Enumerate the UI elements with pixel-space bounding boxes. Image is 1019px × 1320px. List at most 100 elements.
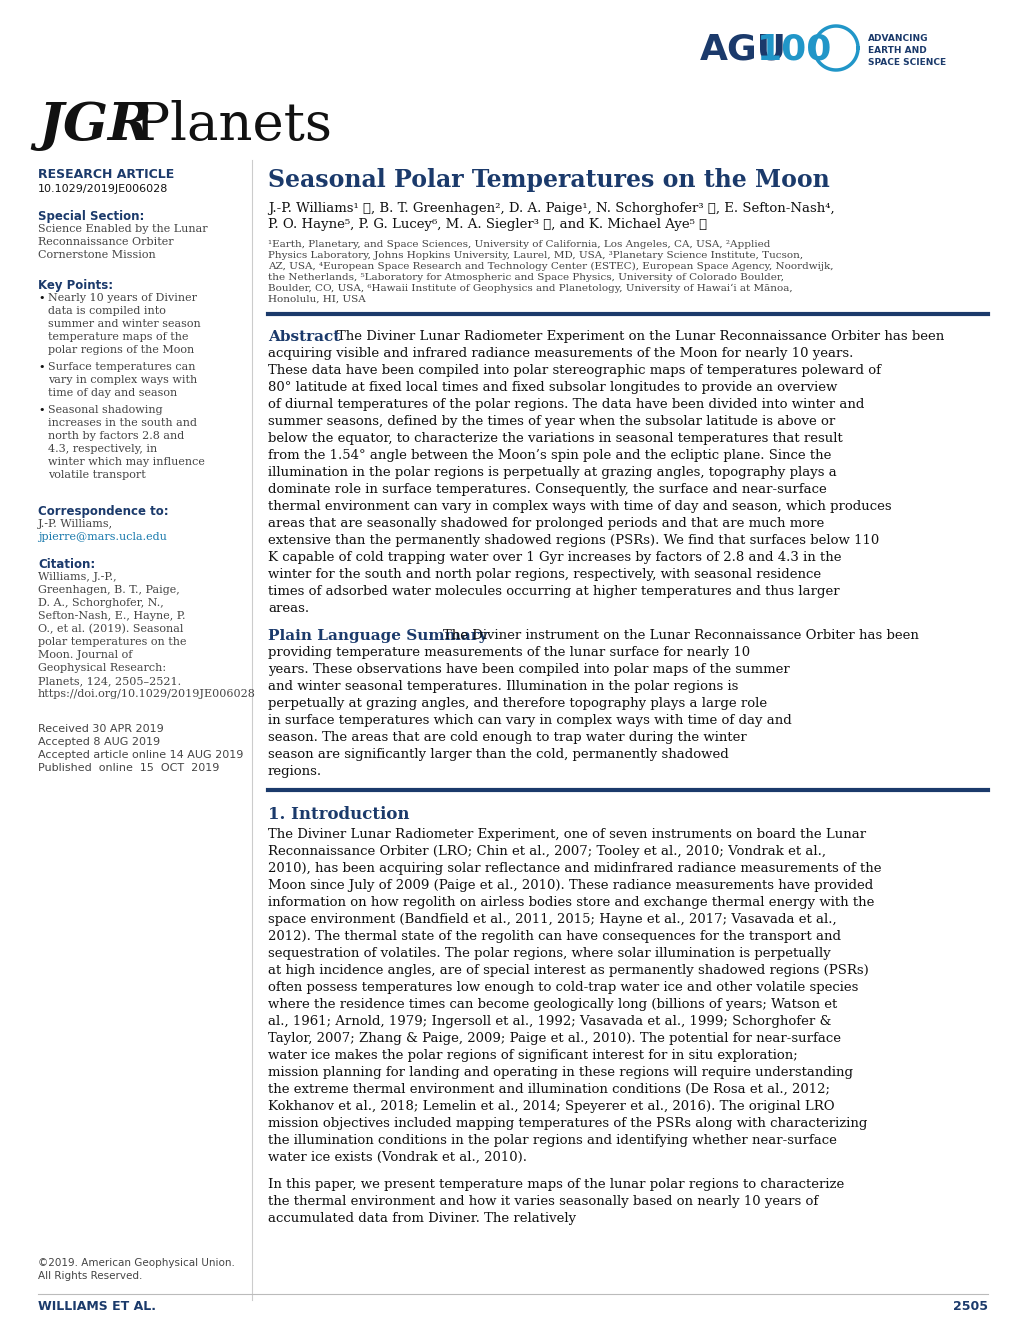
- Text: Boulder, CO, USA, ⁶Hawaii Institute of Geophysics and Planetology, University of: Boulder, CO, USA, ⁶Hawaii Institute of G…: [268, 284, 792, 293]
- Text: Correspondence to:: Correspondence to:: [38, 506, 168, 517]
- Text: https://doi.org/10.1029/2019JE006028: https://doi.org/10.1029/2019JE006028: [38, 689, 256, 700]
- Text: Reconnaissance Orbiter: Reconnaissance Orbiter: [38, 238, 173, 247]
- Text: ¹Earth, Planetary, and Space Sciences, University of California, Los Angeles, CA: ¹Earth, Planetary, and Space Sciences, U…: [268, 240, 769, 249]
- Text: Honolulu, HI, USA: Honolulu, HI, USA: [268, 294, 366, 304]
- Text: Accepted article online 14 AUG 2019: Accepted article online 14 AUG 2019: [38, 750, 244, 760]
- Text: information on how regolith on airless bodies store and exchange thermal energy : information on how regolith on airless b…: [268, 896, 873, 909]
- Text: winter which may influence: winter which may influence: [48, 457, 205, 467]
- Text: season. The areas that are cold enough to trap water during the winter: season. The areas that are cold enough t…: [268, 731, 746, 744]
- Text: 10.1029/2019JE006028: 10.1029/2019JE006028: [38, 183, 168, 194]
- Text: All Rights Reserved.: All Rights Reserved.: [38, 1271, 143, 1280]
- Text: polar regions of the Moon: polar regions of the Moon: [48, 345, 194, 355]
- Text: The Diviner Lunar Radiometer Experiment on the Lunar Reconnaissance Orbiter has : The Diviner Lunar Radiometer Experiment …: [336, 330, 944, 343]
- Text: Seasonal Polar Temperatures on the Moon: Seasonal Polar Temperatures on the Moon: [268, 168, 828, 191]
- Text: season are significantly larger than the cold, permanently shadowed: season are significantly larger than the…: [268, 748, 728, 762]
- Text: ©2019. American Geophysical Union.: ©2019. American Geophysical Union.: [38, 1258, 234, 1269]
- Text: The Diviner Lunar Radiometer Experiment, one of seven instruments on board the L: The Diviner Lunar Radiometer Experiment,…: [268, 828, 865, 841]
- Text: of diurnal temperatures of the polar regions. The data have been divided into wi: of diurnal temperatures of the polar reg…: [268, 399, 863, 411]
- Text: Planets: Planets: [118, 100, 331, 150]
- Text: accumulated data from Diviner. The relatively: accumulated data from Diviner. The relat…: [268, 1212, 576, 1225]
- Text: jpierre@mars.ucla.edu: jpierre@mars.ucla.edu: [38, 532, 167, 543]
- Text: north by factors 2.8 and: north by factors 2.8 and: [48, 432, 184, 441]
- Text: 1. Introduction: 1. Introduction: [268, 807, 409, 822]
- Text: the thermal environment and how it varies seasonally based on nearly 10 years of: the thermal environment and how it varie…: [268, 1195, 817, 1208]
- Text: Plain Language Summary: Plain Language Summary: [268, 630, 487, 643]
- Text: time of day and season: time of day and season: [48, 388, 177, 399]
- Text: JGR: JGR: [38, 100, 152, 150]
- Text: 4.3, respectively, in: 4.3, respectively, in: [48, 444, 157, 454]
- Text: Kokhanov et al., 2018; Lemelin et al., 2014; Speyerer et al., 2016). The origina: Kokhanov et al., 2018; Lemelin et al., 2…: [268, 1100, 834, 1113]
- Text: Reconnaissance Orbiter (LRO; Chin et al., 2007; Tooley et al., 2010; Vondrak et : Reconnaissance Orbiter (LRO; Chin et al.…: [268, 845, 825, 858]
- Text: illumination in the polar regions is perpetually at grazing angles, topography p: illumination in the polar regions is per…: [268, 466, 836, 479]
- Text: vary in complex ways with: vary in complex ways with: [48, 375, 197, 385]
- Text: Moon since July of 2009 (Paige et al., 2010). These radiance measurements have p: Moon since July of 2009 (Paige et al., 2…: [268, 879, 872, 892]
- Text: data is compiled into: data is compiled into: [48, 306, 166, 315]
- Text: sequestration of volatiles. The polar regions, where solar illumination is perpe: sequestration of volatiles. The polar re…: [268, 946, 829, 960]
- Text: Seasonal shadowing: Seasonal shadowing: [48, 405, 162, 414]
- Text: from the 1.54° angle between the Moon’s spin pole and the ecliptic plane. Since : from the 1.54° angle between the Moon’s …: [268, 449, 830, 462]
- Text: Abstract: Abstract: [268, 330, 340, 345]
- Text: mission objectives included mapping temperatures of the PSRs along with characte: mission objectives included mapping temp…: [268, 1117, 866, 1130]
- Text: regions.: regions.: [268, 766, 322, 777]
- Text: Physics Laboratory, Johns Hopkins University, Laurel, MD, USA, ³Planetary Scienc: Physics Laboratory, Johns Hopkins Univer…: [268, 251, 802, 260]
- Text: Special Section:: Special Section:: [38, 210, 145, 223]
- Text: K capable of cold trapping water over 1 Gyr increases by factors of 2.8 and 4.3 : K capable of cold trapping water over 1 …: [268, 550, 841, 564]
- Text: O., et al. (2019). Seasonal: O., et al. (2019). Seasonal: [38, 624, 183, 635]
- Text: 2012). The thermal state of the regolith can have consequences for the transport: 2012). The thermal state of the regolith…: [268, 931, 841, 942]
- Text: Taylor, 2007; Zhang & Paige, 2009; Paige et al., 2010). The potential for near-s: Taylor, 2007; Zhang & Paige, 2009; Paige…: [268, 1032, 841, 1045]
- Text: Nearly 10 years of Diviner: Nearly 10 years of Diviner: [48, 293, 197, 304]
- Text: times of adsorbed water molecules occurring at higher temperatures and thus larg: times of adsorbed water molecules occurr…: [268, 585, 839, 598]
- Text: The Diviner instrument on the Lunar Reconnaissance Orbiter has been: The Diviner instrument on the Lunar Reco…: [442, 630, 918, 642]
- Text: the illumination conditions in the polar regions and identifying whether near-su: the illumination conditions in the polar…: [268, 1134, 836, 1147]
- Text: P. O. Hayne⁵, P. G. Lucey⁶, M. A. Siegler³ ⓘ, and K. Michael Aye⁵ ⓘ: P. O. Hayne⁵, P. G. Lucey⁶, M. A. Siegle…: [268, 218, 706, 231]
- Text: Accepted 8 AUG 2019: Accepted 8 AUG 2019: [38, 737, 160, 747]
- Text: where the residence times can become geologically long (billions of years; Watso: where the residence times can become geo…: [268, 998, 837, 1011]
- Text: Moon. Journal of: Moon. Journal of: [38, 649, 132, 660]
- Text: below the equator, to characterize the variations in seasonal temperatures that : below the equator, to characterize the v…: [268, 432, 842, 445]
- Text: volatile transport: volatile transport: [48, 470, 146, 480]
- Text: •: •: [38, 405, 45, 414]
- Text: Cornerstone Mission: Cornerstone Mission: [38, 249, 156, 260]
- Text: In this paper, we present temperature maps of the lunar polar regions to charact: In this paper, we present temperature ma…: [268, 1177, 844, 1191]
- Text: the extreme thermal environment and illumination conditions (De Rosa et al., 201: the extreme thermal environment and illu…: [268, 1082, 829, 1096]
- Text: years. These observations have been compiled into polar maps of the summer: years. These observations have been comp…: [268, 663, 789, 676]
- Text: water ice makes the polar regions of significant interest for in situ exploratio: water ice makes the polar regions of sig…: [268, 1049, 797, 1063]
- Text: polar temperatures on the: polar temperatures on the: [38, 638, 186, 647]
- Text: thermal environment can vary in complex ways with time of day and season, which : thermal environment can vary in complex …: [268, 500, 891, 513]
- Text: winter for the south and north polar regions, respectively, with seasonal reside: winter for the south and north polar reg…: [268, 568, 820, 581]
- Text: Received 30 APR 2019: Received 30 APR 2019: [38, 723, 164, 734]
- Text: Geophysical Research:: Geophysical Research:: [38, 663, 166, 673]
- Text: areas.: areas.: [268, 602, 309, 615]
- Text: D. A., Schorghofer, N.,: D. A., Schorghofer, N.,: [38, 598, 164, 609]
- Text: the Netherlands, ⁵Laboratory for Atmospheric and Space Physics, University of Co: the Netherlands, ⁵Laboratory for Atmosph…: [268, 273, 784, 282]
- Text: areas that are seasonally shadowed for prolonged periods and that are much more: areas that are seasonally shadowed for p…: [268, 517, 823, 531]
- Text: al., 1961; Arnold, 1979; Ingersoll et al., 1992; Vasavada et al., 1999; Schorgho: al., 1961; Arnold, 1979; Ingersoll et al…: [268, 1015, 830, 1028]
- Text: •: •: [38, 293, 45, 304]
- Text: extensive than the permanently shadowed regions (PSRs). We find that surfaces be: extensive than the permanently shadowed …: [268, 535, 878, 546]
- Text: temperature maps of the: temperature maps of the: [48, 333, 189, 342]
- Text: providing temperature measurements of the lunar surface for nearly 10: providing temperature measurements of th…: [268, 645, 749, 659]
- Text: These data have been compiled into polar stereographic maps of temperatures pole: These data have been compiled into polar…: [268, 364, 880, 378]
- Text: Sefton-Nash, E., Hayne, P.: Sefton-Nash, E., Hayne, P.: [38, 611, 185, 620]
- Text: in surface temperatures which can vary in complex ways with time of day and: in surface temperatures which can vary i…: [268, 714, 791, 727]
- Text: Williams, J.-P.,: Williams, J.-P.,: [38, 572, 116, 582]
- Text: Planets, 124, 2505–2521.: Planets, 124, 2505–2521.: [38, 676, 181, 686]
- Text: AZ, USA, ⁴European Space Research and Technology Center (ESTEC), European Space : AZ, USA, ⁴European Space Research and Te…: [268, 261, 833, 271]
- Text: and winter seasonal temperatures. Illumination in the polar regions is: and winter seasonal temperatures. Illumi…: [268, 680, 738, 693]
- Text: space environment (Bandfield et al., 2011, 2015; Hayne et al., 2017; Vasavada et: space environment (Bandfield et al., 201…: [268, 913, 836, 927]
- Text: dominate role in surface temperatures. Consequently, the surface and near-surfac: dominate role in surface temperatures. C…: [268, 483, 826, 496]
- Text: AGU: AGU: [699, 32, 787, 66]
- Text: ADVANCING
EARTH AND
SPACE SCIENCE: ADVANCING EARTH AND SPACE SCIENCE: [867, 34, 946, 66]
- Text: summer and winter season: summer and winter season: [48, 319, 201, 329]
- Text: Citation:: Citation:: [38, 558, 95, 572]
- Text: J.-P. Williams¹ ⓘ, B. T. Greenhagen², D. A. Paige¹, N. Schorghofer³ ⓘ, E. Sefton: J.-P. Williams¹ ⓘ, B. T. Greenhagen², D.…: [268, 202, 834, 215]
- Text: Published  online  15  OCT  2019: Published online 15 OCT 2019: [38, 763, 219, 774]
- Text: often possess temperatures low enough to cold-trap water ice and other volatile : often possess temperatures low enough to…: [268, 981, 858, 994]
- Text: 2010), has been acquiring solar reflectance and midinfrared radiance measurement: 2010), has been acquiring solar reflecta…: [268, 862, 880, 875]
- Text: 2505: 2505: [952, 1300, 987, 1313]
- Text: 80° latitude at fixed local times and fixed subsolar longitudes to provide an ov: 80° latitude at fixed local times and fi…: [268, 381, 837, 393]
- Text: Surface temperatures can: Surface temperatures can: [48, 362, 196, 372]
- Text: acquiring visible and infrared radiance measurements of the Moon for nearly 10 y: acquiring visible and infrared radiance …: [268, 347, 853, 360]
- Text: at high incidence angles, are of special interest as permanently shadowed region: at high incidence angles, are of special…: [268, 964, 868, 977]
- Text: summer seasons, defined by the times of year when the subsolar latitude is above: summer seasons, defined by the times of …: [268, 414, 835, 428]
